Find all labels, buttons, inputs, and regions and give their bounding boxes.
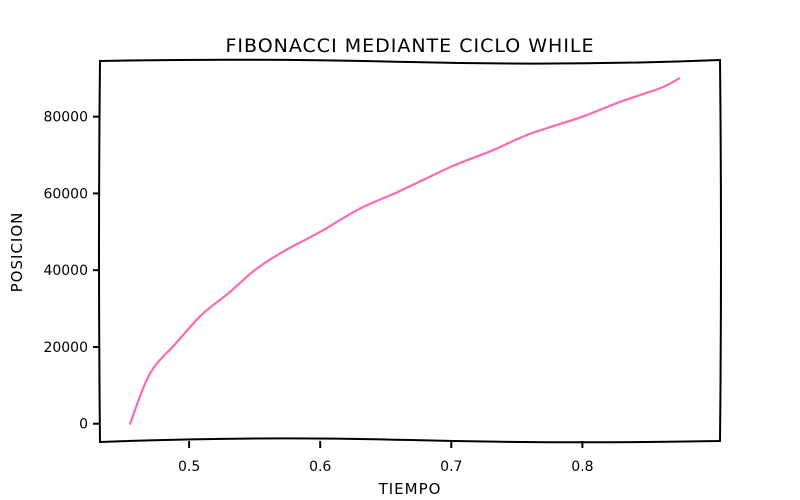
- x-tick-label: 0.5: [178, 459, 200, 475]
- x-axis-label: TIEMPO: [378, 480, 442, 498]
- x-tick-label: 0.6: [309, 459, 331, 475]
- x-axis: 0.5 0.6 0.7 0.8: [178, 441, 594, 475]
- chart-title: FIBONACCI MEDIANTE CICLO WHILE: [225, 35, 594, 57]
- y-axis-label: POSICION: [8, 212, 26, 293]
- y-tick-label: 0: [79, 417, 88, 433]
- x-tick-label: 0.8: [571, 459, 593, 475]
- plot-frame: [98, 58, 722, 444]
- y-tick-label: 20000: [43, 340, 88, 356]
- y-axis: 0 20000 40000 60000 80000: [43, 110, 100, 433]
- y-tick-label: 80000: [43, 110, 88, 126]
- x-tick-label: 0.7: [440, 459, 462, 475]
- y-tick-label: 40000: [43, 263, 88, 279]
- y-tick-label: 60000: [43, 186, 88, 202]
- series-line: [129, 77, 681, 425]
